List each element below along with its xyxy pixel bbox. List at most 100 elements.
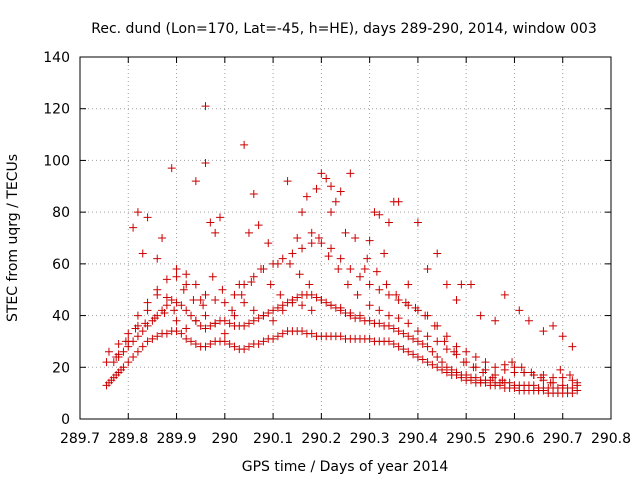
data-points: [102, 102, 582, 398]
data-point: [170, 306, 179, 315]
data-point: [510, 363, 519, 372]
data-point: [394, 327, 403, 336]
plot-frame: [79, 56, 612, 420]
data-point: [182, 324, 191, 333]
data-point: [491, 371, 500, 380]
data-point: [162, 301, 171, 310]
data-point: [505, 378, 514, 387]
data-point: [162, 293, 171, 302]
data-point: [133, 311, 142, 320]
data-point: [182, 306, 191, 315]
data-point: [452, 350, 461, 359]
axis-ticks: 289.7 289.8 289.9 290 290.1 290.2 290.3 290.4 29…: [43, 50, 631, 447]
data-point: [556, 365, 565, 374]
data-point: [481, 365, 490, 374]
data-point: [433, 249, 442, 258]
data-point: [143, 298, 152, 307]
data-point: [189, 296, 198, 305]
data-point: [124, 358, 133, 367]
data-point: [187, 337, 196, 346]
data-point: [266, 280, 275, 289]
data-point: [172, 272, 181, 281]
data-point: [524, 316, 533, 325]
data-point: [520, 368, 529, 377]
data-point: [322, 174, 331, 183]
data-point: [539, 327, 548, 336]
data-point: [220, 329, 229, 338]
data-point: [235, 280, 244, 289]
data-point: [158, 234, 167, 242]
data-point: [500, 290, 509, 299]
data-point: [428, 347, 437, 356]
data-point: [172, 265, 181, 274]
data-point: [413, 218, 422, 227]
data-point: [365, 301, 374, 310]
data-point: [114, 340, 123, 349]
data-point: [276, 290, 285, 299]
data-point: [230, 311, 239, 320]
x-tick-label: 290.5: [446, 431, 486, 447]
data-point: [462, 358, 471, 367]
data-point: [298, 301, 307, 310]
data-point: [558, 332, 567, 341]
data-point: [298, 244, 307, 253]
data-point: [411, 303, 420, 312]
data-point: [355, 272, 364, 281]
data-point: [179, 285, 188, 294]
data-point: [365, 280, 374, 289]
data-point: [148, 334, 157, 343]
data-point: [438, 358, 447, 367]
data-point: [331, 197, 340, 206]
data-point: [133, 208, 142, 217]
data-point: [278, 254, 287, 263]
data-point: [363, 254, 372, 263]
data-point: [346, 308, 355, 317]
data-point: [201, 324, 210, 333]
data-point: [508, 358, 517, 367]
data-point: [353, 290, 362, 299]
data-point: [109, 358, 118, 367]
data-point: [124, 329, 133, 338]
data-point: [462, 347, 471, 356]
x-tick-label: 290: [211, 431, 238, 447]
data-point: [394, 296, 403, 305]
data-point: [317, 296, 326, 305]
data-point: [240, 140, 249, 149]
data-point: [182, 270, 191, 279]
data-point: [191, 340, 200, 349]
data-point: [131, 324, 140, 333]
data-point: [355, 311, 364, 320]
x-tick-label: 289.8: [108, 431, 148, 447]
data-point: [471, 363, 480, 372]
data-point: [327, 301, 336, 310]
x-tick-label: 290.1: [253, 431, 293, 447]
data-point: [558, 373, 567, 382]
x-tick-label: 290.4: [398, 431, 438, 447]
data-point: [230, 290, 239, 299]
data-point: [196, 296, 205, 305]
data-point: [573, 378, 582, 387]
data-point: [177, 329, 186, 338]
data-point: [351, 234, 360, 242]
data-point: [129, 223, 138, 232]
data-point: [220, 316, 229, 325]
data-point: [141, 319, 150, 328]
data-point: [568, 376, 577, 385]
data-point: [336, 187, 345, 196]
data-point: [302, 192, 311, 201]
data-point: [384, 290, 393, 299]
data-point: [201, 311, 210, 320]
data-point: [273, 332, 282, 341]
data-point: [225, 319, 234, 328]
data-point: [237, 290, 246, 299]
data-point: [153, 285, 162, 294]
data-point: [382, 280, 391, 289]
data-point: [143, 337, 152, 346]
data-point: [211, 319, 220, 328]
data-point: [307, 239, 316, 248]
data-point: [462, 371, 471, 380]
data-point: [565, 371, 574, 380]
chart-title: Rec. dund (Lon=170, Lat=-45, h=HE), days…: [91, 21, 597, 37]
data-point: [230, 342, 239, 351]
